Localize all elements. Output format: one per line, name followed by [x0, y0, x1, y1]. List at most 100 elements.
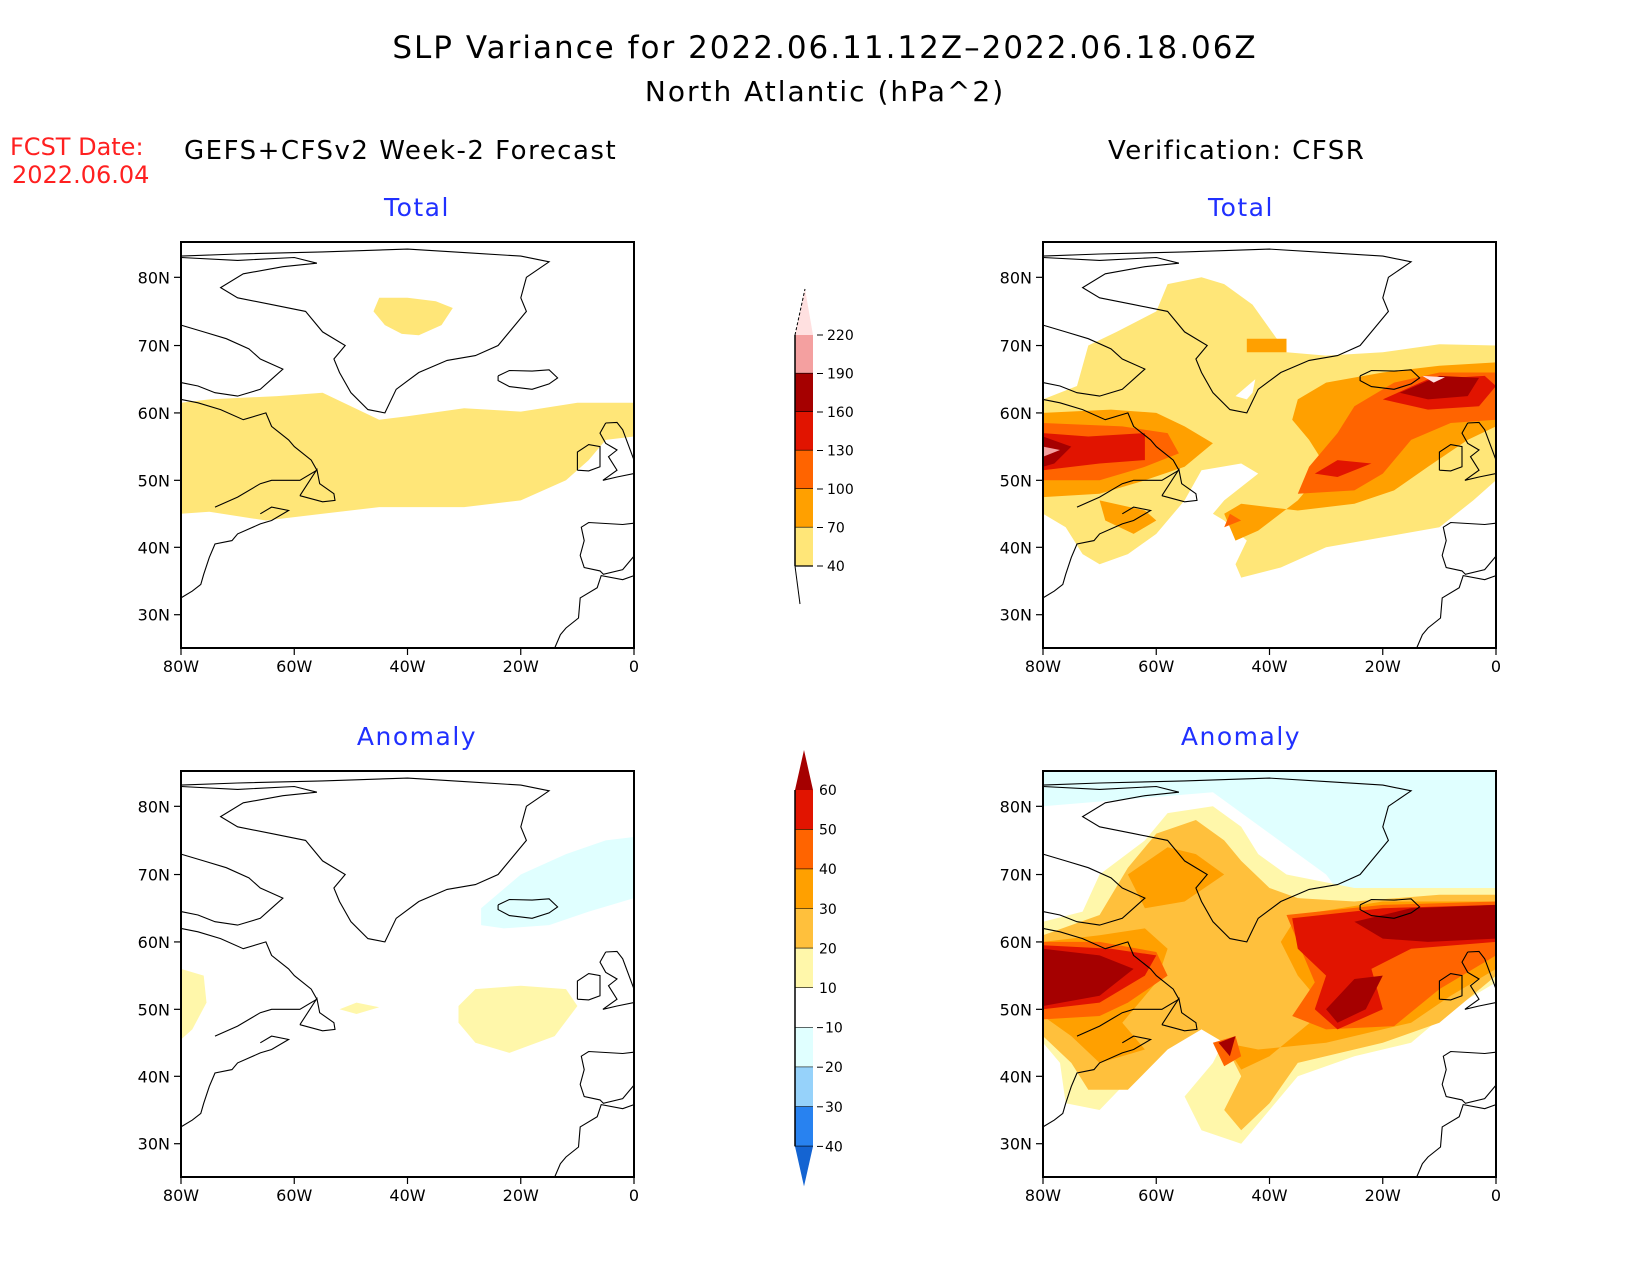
contour-40 — [373, 297, 453, 336]
colorbar-label: 220 — [827, 328, 854, 344]
y-tick-label: 70N — [1000, 337, 1032, 356]
panel-title-forecast-anomaly: Anomaly — [356, 722, 478, 751]
chart-title: SLP Variance for 2022.06.11.12Z–2022.06.… — [392, 30, 1258, 66]
coastline-segment — [1438, 444, 1463, 472]
chart-subtitle: North Atlantic (hPa^2) — [644, 75, 1006, 108]
coastline-segment — [554, 574, 635, 649]
colorbar-swatch — [795, 908, 813, 949]
colorbar-extend-bottom — [795, 1146, 813, 1187]
x-tick-label: 0 — [629, 657, 639, 676]
coastline-segment — [180, 777, 551, 943]
y-tick-label: 80N — [138, 797, 170, 816]
contour-60 — [1218, 1036, 1236, 1057]
x-tick-label: 20W — [1365, 1186, 1401, 1205]
coastline-segment — [1042, 1035, 1153, 1128]
colorbar-swatch — [795, 790, 813, 830]
colorbar-anomaly: 60 50 40 30 20 10 10 20 30 40 — [794, 750, 843, 1187]
coastline-segment — [1438, 973, 1463, 1001]
contour-40 — [1043, 277, 1496, 578]
y-tick-label: 80N — [1000, 268, 1032, 287]
x-tick-label: 20W — [503, 1186, 539, 1205]
coastline-segment — [579, 521, 635, 575]
panel-forecast-anomaly: 80N 70N 60N 50N 40N 30N 80W 60W 40W 20W 0 — [138, 770, 639, 1205]
coastline-segment — [576, 973, 601, 1001]
colorbar-swatch — [795, 373, 813, 412]
coastline-segment — [299, 997, 336, 1032]
contours — [1043, 277, 1496, 578]
coastline-segment — [497, 369, 559, 390]
contour-130 — [1314, 460, 1372, 477]
y-tick-label: 60N — [1000, 404, 1032, 423]
contour-neg10 — [481, 837, 634, 929]
contour-100 — [1224, 513, 1242, 528]
contours — [1043, 771, 1496, 1144]
coastline-segment — [1161, 997, 1198, 1032]
contour-60 — [1326, 975, 1383, 1023]
coastline-segment — [1461, 950, 1497, 1010]
verification-heading: Verification: CFSR — [1108, 136, 1366, 166]
colorbar-swatch — [795, 450, 813, 489]
coastline-segment — [299, 468, 336, 503]
colorbar-label: 30 — [819, 902, 837, 918]
coastline-segment — [1461, 421, 1497, 481]
coastline-segment — [497, 898, 559, 919]
colorbar-swatch — [795, 1067, 813, 1107]
contour-70 — [1246, 338, 1287, 353]
contour-40 — [181, 392, 634, 521]
contour-60 — [1354, 904, 1496, 942]
x-tick-label: 80W — [163, 657, 199, 676]
coastline-segment — [1042, 248, 1413, 414]
contour-neg10 — [1043, 771, 1496, 1010]
coastline-segment — [1441, 1050, 1497, 1104]
coastline-segment — [1416, 574, 1497, 649]
x-tick-label: 0 — [629, 1186, 639, 1205]
contour-190 — [1043, 446, 1060, 457]
colorbar-label: 100 — [827, 482, 854, 498]
colorbar-edge — [794, 288, 806, 336]
coastline-segment — [576, 444, 601, 472]
contour-below-40 — [1235, 379, 1256, 400]
y-tick-label: 50N — [1000, 471, 1032, 490]
colorbar-label: 20 — [825, 1060, 843, 1076]
coastline-segment — [1359, 369, 1421, 390]
fcst-date: 2022.06.04 — [12, 161, 150, 189]
coastlines — [180, 777, 635, 1178]
colorbar-swatch — [795, 869, 813, 909]
colorbar-swatch — [795, 948, 813, 988]
x-tick-label: 20W — [1365, 657, 1401, 676]
coastline-segment — [1042, 927, 1180, 1037]
colorbar-label: 20 — [819, 941, 837, 957]
contour-10 — [339, 1002, 380, 1014]
x-tick-label: 60W — [1138, 657, 1174, 676]
contours — [181, 837, 634, 1053]
y-tick-label: 30N — [138, 1135, 170, 1154]
contour-130 — [1043, 433, 1145, 471]
colorbar-swatch — [795, 489, 813, 528]
coastline-segment — [1161, 468, 1198, 503]
coastlines — [1042, 248, 1497, 649]
x-tick-label: 60W — [276, 657, 312, 676]
coastline-segment — [180, 1035, 291, 1128]
colorbar-label: 160 — [827, 405, 854, 421]
panel-verification-total: 80N 70N 60N 50N 40N 30N 80W 60W 40W 20W 0 — [1000, 241, 1501, 676]
coastline-segment — [1441, 521, 1497, 575]
contour-10 — [458, 985, 578, 1053]
colorbar-label: 40 — [825, 1139, 843, 1155]
coastline-segment — [180, 398, 318, 508]
colorbar-swatch — [795, 988, 813, 1028]
colorbar-label: 190 — [827, 367, 854, 383]
colorbar-swatch — [795, 829, 813, 870]
colorbar-extend-top — [795, 750, 813, 790]
panel-verification-anomaly: 80N 70N 60N 50N 40N 30N 80W 60W 40W 20W 0 — [1000, 770, 1501, 1205]
contours — [181, 297, 634, 521]
coastline-segment — [180, 927, 318, 1037]
coastline-segment — [554, 1103, 635, 1178]
x-tick-label: 80W — [1025, 1186, 1061, 1205]
colorbar-swatch — [795, 1027, 813, 1068]
x-tick-label: 80W — [1025, 657, 1061, 676]
x-tick-label: 0 — [1491, 657, 1501, 676]
coastline-segment — [1042, 398, 1180, 508]
colorbar-label: 30 — [825, 1100, 843, 1116]
y-tick-label: 60N — [138, 404, 170, 423]
